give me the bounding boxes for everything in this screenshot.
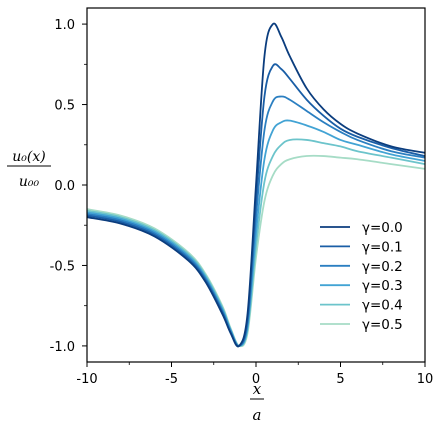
y-axis-label: u₀(x) u₀₀ — [7, 149, 51, 190]
x-label-denominator: a — [253, 406, 262, 424]
x-axis-ticks: -10 -5 0 5 10 — [76, 362, 433, 387]
series-line-1 — [86, 63, 426, 348]
series-line-3 — [86, 119, 426, 347]
x-tick-label: -10 — [76, 372, 97, 387]
x-label-numerator: x — [253, 380, 262, 398]
y-label-numerator: u₀(x) — [12, 149, 45, 165]
legend-label-3: γ=0.3 — [362, 278, 403, 294]
legend-label-0: γ=0.0 — [362, 220, 403, 236]
y-tick-label: 0.5 — [54, 99, 75, 114]
legend-label-2: γ=0.2 — [362, 259, 403, 275]
series-lines — [86, 22, 426, 348]
legend-label-5: γ=0.5 — [362, 317, 403, 333]
series-line-4 — [86, 138, 426, 347]
legend: γ=0.0 γ=0.1 γ=0.2 γ=0.3 γ=0.4 γ=0.5 — [320, 220, 403, 333]
series-line-5 — [86, 154, 426, 348]
y-label-denominator: u₀₀ — [19, 174, 40, 190]
x-tick-label: -5 — [165, 372, 178, 387]
y-tick-label: 1.0 — [54, 18, 75, 33]
x-axis-label: x a — [250, 380, 264, 424]
legend-label-1: γ=0.1 — [362, 239, 403, 255]
y-tick-label: -1.0 — [50, 340, 75, 355]
y-axis-ticks: -1.0 -0.5 0.0 0.5 1.0 — [50, 18, 87, 355]
y-tick-label: -0.5 — [50, 259, 75, 274]
legend-label-4: γ=0.4 — [362, 298, 403, 314]
y-tick-label: 0.0 — [54, 179, 75, 194]
series-line-2 — [86, 95, 426, 347]
x-tick-label: 10 — [417, 372, 434, 387]
series-line-0 — [86, 22, 426, 348]
x-tick-label: 5 — [336, 372, 344, 387]
x-tick-label: 0 — [252, 372, 260, 387]
